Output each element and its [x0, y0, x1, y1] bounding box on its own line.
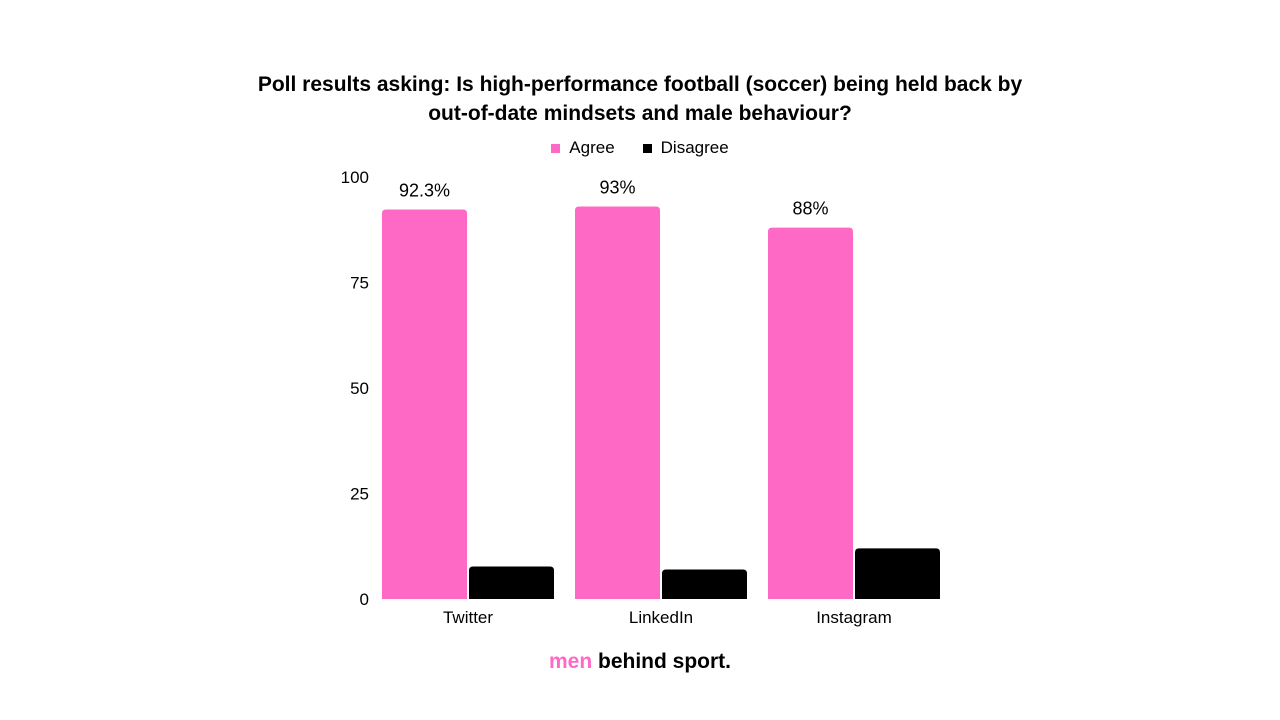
bar-disagree-instagram	[855, 548, 940, 599]
bar-agree-linkedin	[575, 206, 660, 600]
y-tick-label: 0	[360, 590, 369, 609]
chart-legend: Agree Disagree	[0, 137, 1280, 159]
data-label: 92.3%	[399, 180, 450, 200]
bar-disagree-twitter	[469, 566, 554, 599]
data-label: 93%	[599, 178, 635, 198]
y-tick-label: 25	[350, 485, 369, 504]
legend-item-agree: Agree	[551, 137, 615, 159]
bar-disagree-linkedin	[662, 569, 747, 599]
legend-swatch-agree	[551, 143, 561, 153]
x-tick-label: Instagram	[816, 608, 892, 627]
chart-title-line-1: Poll results asking: Is high-performance…	[257, 73, 1023, 96]
bar-agree-twitter	[382, 209, 467, 599]
data-label: 88%	[792, 199, 828, 219]
chart-title-line-2: out-of-date mindsets and male behaviour?	[428, 102, 852, 125]
brand-rest-text: behind sport.	[592, 650, 731, 673]
y-tick-label: 75	[350, 274, 369, 293]
legend-label-agree: Agree	[569, 138, 615, 157]
chart-title: Poll results asking: Is high-performance…	[140, 70, 1140, 128]
bar-agree-instagram	[768, 227, 853, 599]
legend-swatch-disagree	[642, 143, 652, 153]
brand-logo: men behind sport.	[0, 650, 1280, 674]
y-tick-label: 50	[350, 379, 369, 398]
x-tick-label: LinkedIn	[629, 608, 693, 627]
x-tick-label: Twitter	[443, 608, 493, 627]
legend-item-disagree: Disagree	[642, 137, 729, 159]
y-tick-label: 100	[341, 168, 369, 187]
legend-label-disagree: Disagree	[660, 138, 729, 157]
brand-accent-text: men	[548, 650, 593, 673]
